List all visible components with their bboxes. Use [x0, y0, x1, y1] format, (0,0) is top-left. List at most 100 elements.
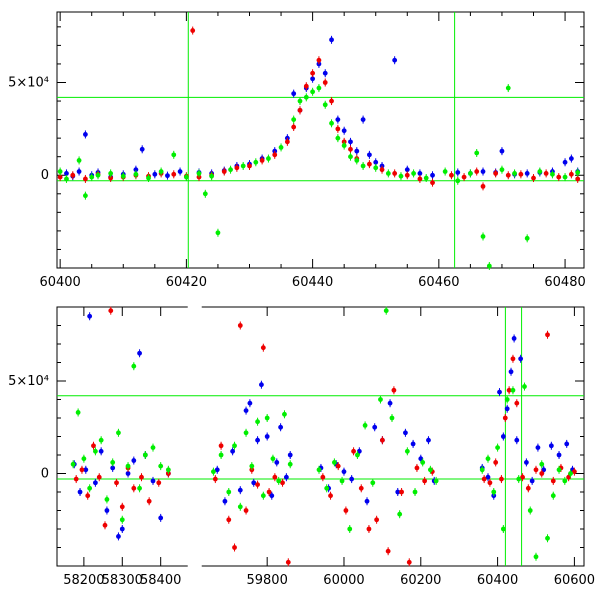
data-point — [110, 458, 116, 467]
data-point — [410, 439, 416, 448]
data-point — [297, 97, 303, 106]
y-tick-label: 5×10⁴ — [8, 75, 49, 90]
data-point — [249, 462, 255, 471]
data-point — [562, 476, 568, 485]
data-point — [537, 167, 543, 176]
data-point — [209, 172, 215, 181]
axis-break-top — [187, 305, 202, 309]
data-point — [500, 432, 506, 441]
data-point — [335, 124, 341, 133]
data-point — [348, 145, 353, 154]
data-point — [237, 321, 243, 330]
data-point — [165, 171, 170, 180]
data-point — [83, 465, 89, 474]
data-point — [156, 478, 162, 487]
data-point — [426, 436, 431, 445]
data-point — [329, 35, 334, 44]
data-point — [518, 354, 524, 363]
x-tick-label: 58400 — [140, 573, 181, 588]
data-point — [93, 447, 98, 456]
data-point — [316, 56, 322, 65]
data-point — [291, 89, 297, 98]
data-point — [158, 167, 164, 176]
data-point — [535, 443, 541, 452]
data-point — [93, 478, 98, 487]
data-point — [461, 173, 467, 182]
data-point — [278, 143, 284, 152]
data-point — [575, 168, 581, 177]
data-point — [398, 172, 404, 181]
data-point — [420, 458, 426, 467]
data-point — [510, 354, 516, 363]
data-point — [75, 408, 81, 417]
data-point — [81, 454, 87, 463]
data-point — [77, 488, 83, 496]
data-point — [487, 478, 493, 487]
data-point — [116, 428, 121, 437]
data-point — [341, 126, 347, 135]
data-point — [270, 454, 276, 463]
data-point — [404, 447, 410, 456]
data-point — [79, 465, 85, 474]
data-point — [370, 478, 376, 487]
data-point — [372, 423, 378, 432]
data-point — [341, 467, 347, 476]
data-point — [550, 491, 556, 500]
data-point — [349, 475, 355, 484]
data-point — [264, 414, 270, 422]
axis-break-bottom — [187, 564, 202, 568]
data-point — [87, 484, 93, 493]
data-point — [131, 362, 137, 371]
data-point — [373, 163, 379, 172]
data-point — [280, 478, 285, 487]
data-point — [328, 491, 333, 500]
data-point — [367, 160, 372, 169]
x-tick-label: 60480 — [544, 275, 585, 290]
data-point — [260, 343, 266, 352]
data-point — [158, 513, 164, 522]
y-tick-label: 5×10⁴ — [8, 374, 49, 389]
data-point — [545, 330, 550, 339]
data-point — [234, 163, 240, 172]
data-point — [430, 178, 435, 187]
data-point — [73, 475, 79, 484]
data-point — [102, 521, 108, 530]
series-2 — [70, 306, 573, 561]
data-point — [512, 169, 517, 178]
data-point — [480, 232, 486, 241]
data-point — [571, 467, 577, 476]
data-point — [70, 171, 76, 180]
data-point — [57, 167, 63, 176]
data-point — [266, 488, 272, 496]
data-point — [183, 173, 189, 182]
data-point — [152, 170, 158, 179]
data-point — [276, 476, 282, 485]
data-point — [240, 161, 246, 170]
data-point — [259, 380, 264, 389]
data-point — [272, 473, 278, 482]
data-point — [142, 451, 148, 459]
data-point — [524, 169, 530, 178]
data-point — [358, 484, 364, 493]
data-point — [104, 495, 110, 504]
data-point — [404, 171, 410, 180]
data-point — [287, 460, 293, 469]
data-point — [259, 156, 265, 165]
data-point — [348, 152, 353, 161]
data-point — [95, 171, 101, 180]
x-tick-label: 60600 — [554, 573, 595, 588]
data-point — [282, 410, 287, 419]
data-point — [348, 137, 353, 146]
data-point — [243, 428, 249, 437]
data-point — [303, 82, 309, 91]
data-point — [493, 458, 499, 467]
data-point — [341, 141, 347, 150]
data-point — [514, 436, 520, 445]
data-point — [89, 173, 95, 182]
data-point — [324, 484, 330, 493]
data-point — [108, 169, 114, 178]
x-tick-label: 60400 — [477, 573, 518, 588]
y-tick-label: 0 — [41, 467, 49, 482]
data-point — [218, 451, 224, 459]
data-point — [548, 441, 554, 450]
